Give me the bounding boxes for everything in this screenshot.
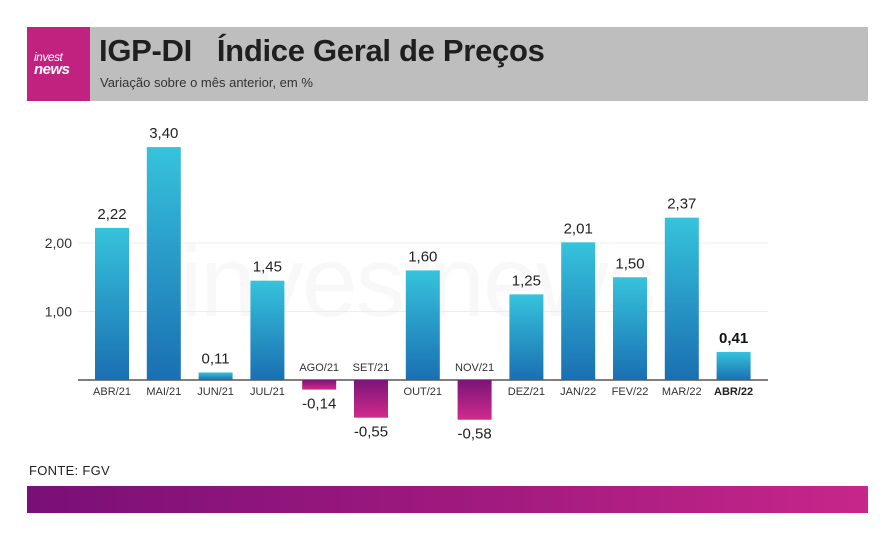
data-label: 0,41 (719, 330, 748, 347)
bar-jul-21 (250, 280, 285, 380)
data-label: 3,40 (149, 125, 178, 142)
data-label: 2,22 (97, 206, 126, 223)
x-tick-label: JUL/21 (250, 386, 285, 398)
x-tick-label: DEZ/21 (508, 386, 545, 398)
x-tick-label: AGO/21 (299, 362, 339, 374)
x-tick-label: FEV/22 (612, 386, 649, 398)
x-tick-label: ABR/22 (714, 386, 753, 398)
bar-ago-21 (302, 380, 337, 390)
y-tick-label: 1,00 (45, 304, 72, 320)
x-tick-label: ABR/21 (93, 386, 131, 398)
data-label: 0,11 (202, 350, 230, 367)
logo-text-news: news (34, 61, 70, 78)
data-label: 1,50 (615, 255, 644, 272)
investnews-logo: invest news (27, 27, 90, 101)
bar-abr-21 (95, 227, 129, 380)
logo-text-invest: invest (34, 50, 63, 64)
data-label: 2,37 (667, 196, 696, 213)
x-tick-label: MAR/22 (662, 386, 702, 398)
data-label: -0,14 (302, 396, 336, 413)
data-label: 1,45 (253, 259, 282, 276)
bar-abr-22 (716, 351, 751, 380)
x-tick-label: OUT/21 (404, 386, 443, 398)
chart-subtitle: Variação sobre o mês anterior, em % (100, 75, 313, 90)
bar-out-21 (405, 270, 440, 380)
y-tick-label: 2,00 (45, 235, 72, 251)
x-tick-label: SET/21 (353, 362, 390, 374)
bar-fev-22 (613, 277, 647, 380)
bar-mar-22 (664, 217, 699, 380)
x-tick-label: JUN/21 (197, 386, 234, 398)
bar-mai-21 (146, 147, 181, 380)
data-label: -0,55 (354, 424, 388, 441)
x-tick-label: MAI/21 (146, 386, 181, 398)
chart-title: IGP-DI Índice Geral de Preços (99, 33, 545, 68)
footer-bar (27, 486, 868, 513)
data-label: -0,58 (457, 426, 491, 443)
data-label: 1,25 (512, 272, 541, 289)
chart-header: invest news IGP-DI Índice Geral de Preço… (27, 27, 868, 101)
x-tick-label: JAN/22 (560, 386, 596, 398)
bar-nov-21 (457, 380, 492, 420)
data-label: 2,01 (564, 220, 593, 237)
source-note: FONTE: FGV (29, 463, 110, 478)
bar-jan-22 (561, 242, 596, 380)
x-tick-label: NOV/21 (455, 362, 494, 374)
bar-set-21 (354, 380, 388, 418)
bar-dez-21 (509, 294, 544, 380)
data-label: 1,60 (408, 248, 437, 265)
bar-jun-21 (198, 372, 233, 380)
